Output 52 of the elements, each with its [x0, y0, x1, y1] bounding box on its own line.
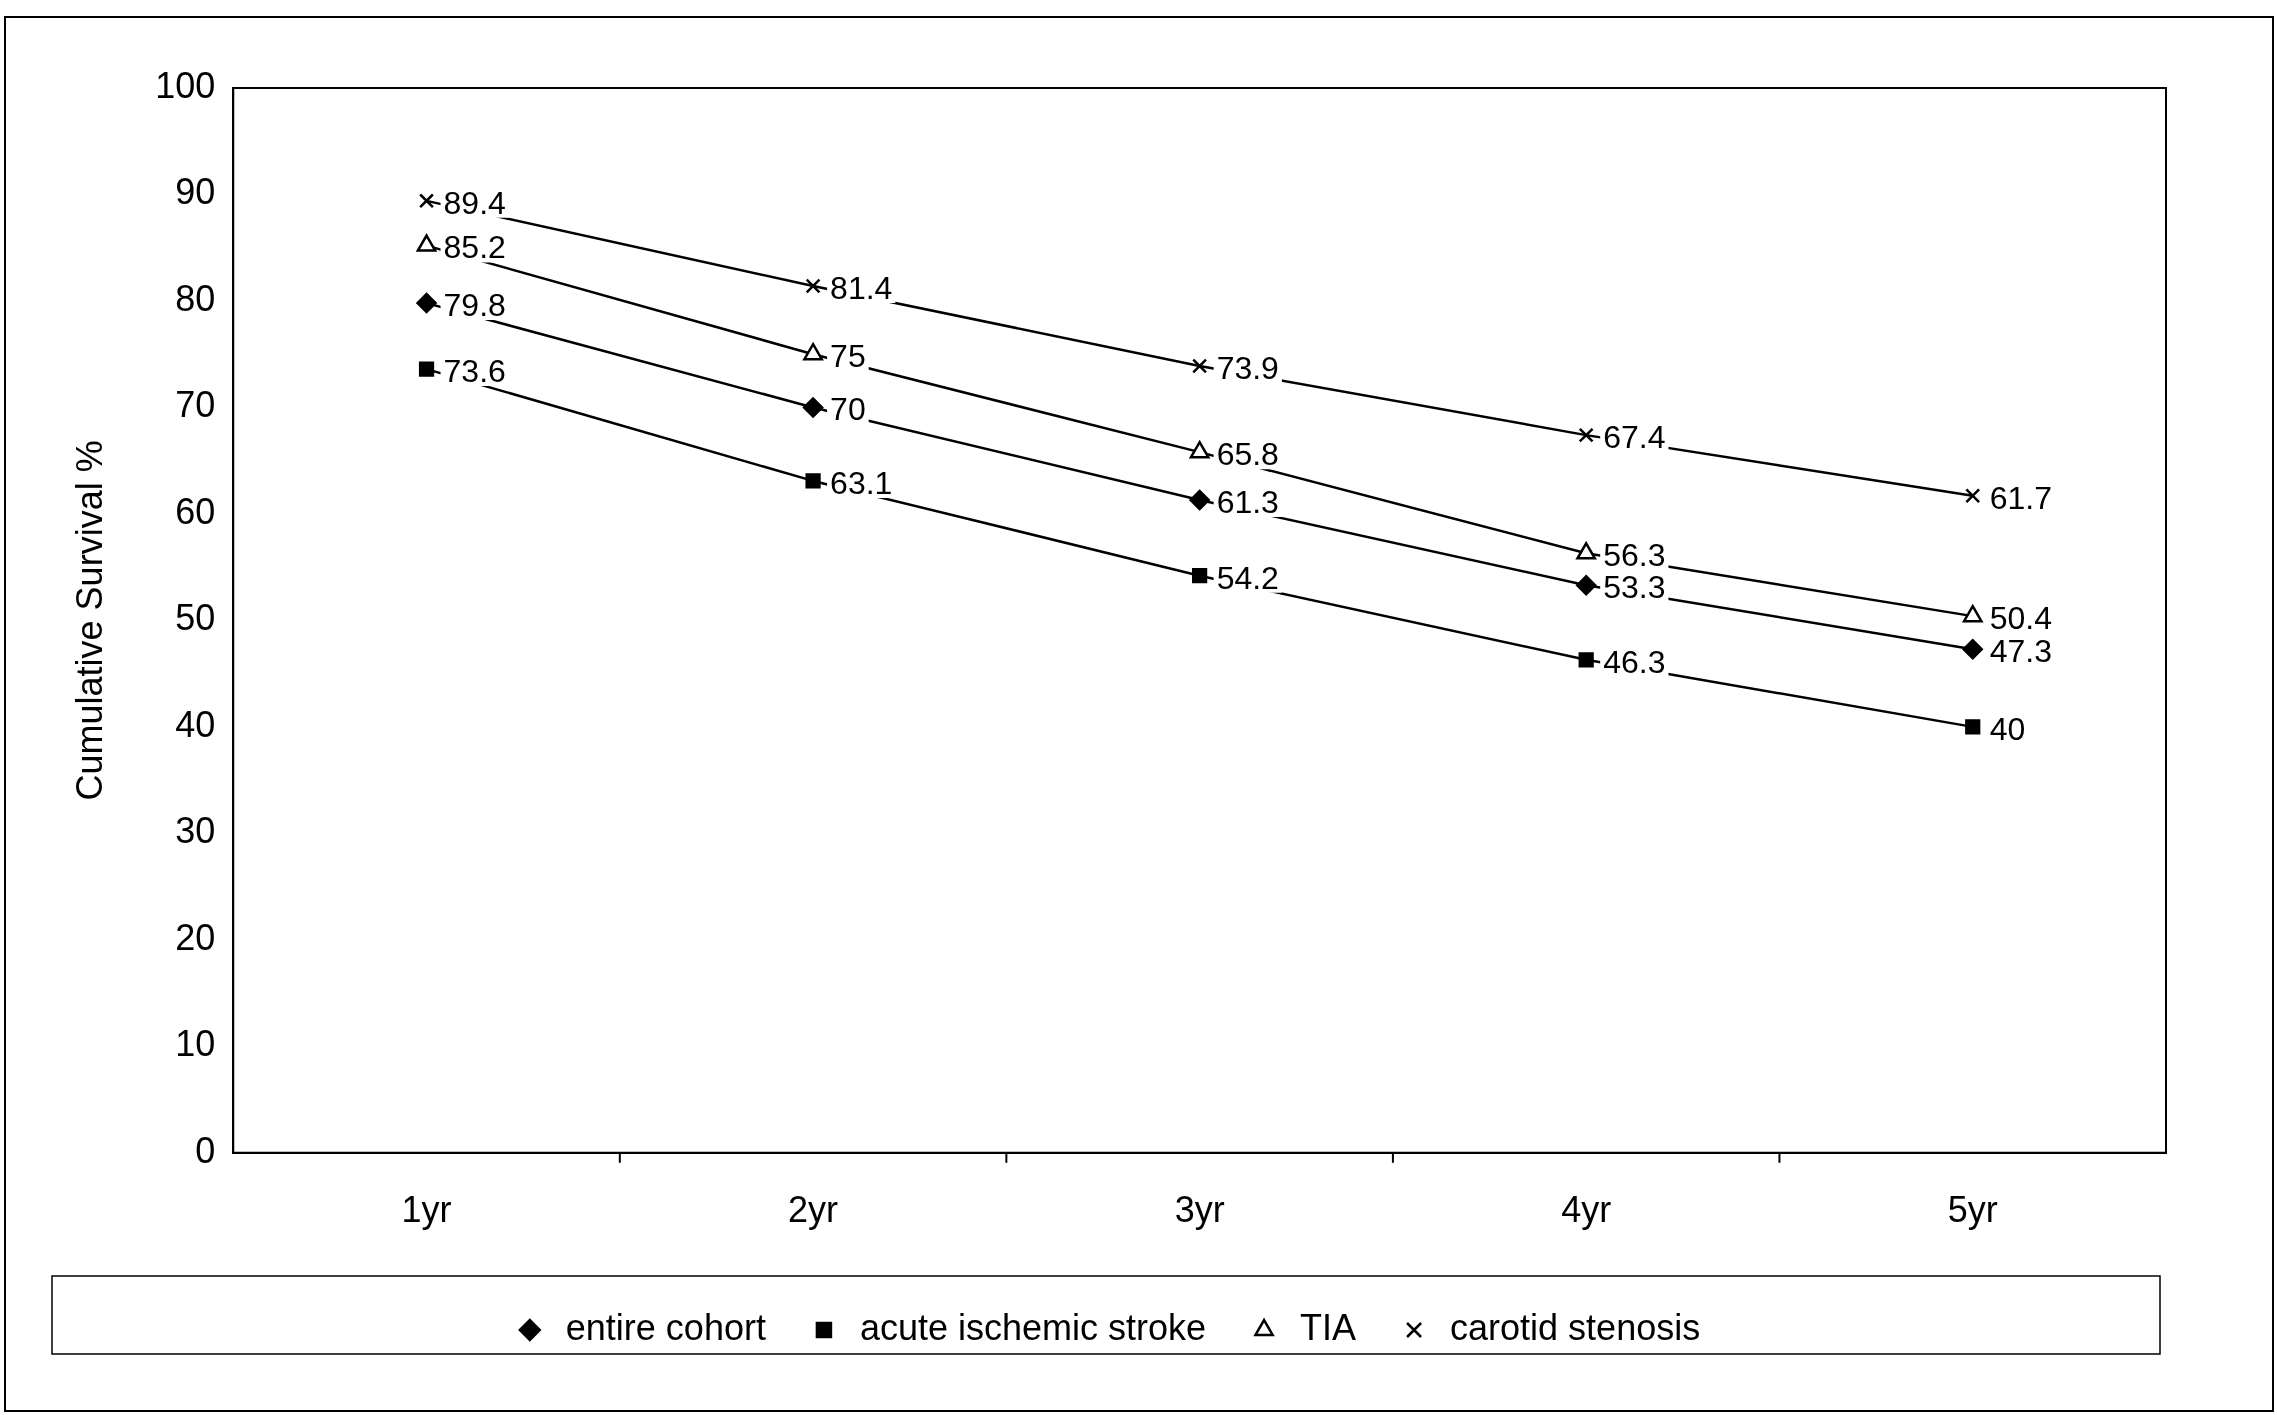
point [418, 361, 435, 377]
point [1578, 652, 1594, 668]
data-label: 73.9 [1216, 349, 1279, 386]
x-tick-label: 1yr [401, 1189, 452, 1231]
point [418, 193, 435, 209]
y-tick-label: 100 [155, 64, 216, 106]
data-label: 63.1 [830, 464, 893, 501]
point [1575, 575, 1597, 596]
data-label: 89.4 [443, 184, 506, 221]
point [416, 292, 437, 314]
x-tick-label: 4yr [1561, 1189, 1612, 1231]
y-tick-label: 10 [175, 1023, 216, 1065]
legend-label: acute ischemic stroke [859, 1306, 1207, 1348]
y-tick-label: 70 [175, 384, 216, 426]
point [805, 278, 821, 294]
data-label: 46.3 [1603, 643, 1666, 680]
legend-label: TIA [1300, 1306, 1357, 1348]
data-label: 73.6 [443, 352, 506, 389]
y-tick-label: 80 [175, 277, 216, 319]
y-tick-label: 50 [175, 597, 216, 639]
data-label: 54.2 [1216, 559, 1279, 596]
data-label: 65.8 [1216, 435, 1279, 472]
point [1189, 489, 1210, 511]
point [1965, 488, 1981, 504]
point [1192, 358, 1208, 374]
y-tick-label: 40 [175, 703, 216, 745]
y-tick-label: 0 [195, 1129, 216, 1171]
data-label: 75 [830, 338, 866, 375]
y-tick-label: 90 [175, 171, 216, 213]
y-tick-label: 20 [175, 916, 216, 958]
legend-label: entire cohort [565, 1306, 766, 1348]
x-tick-label: 5yr [1947, 1189, 1998, 1231]
data-label: 67.4 [1603, 418, 1666, 455]
data-label: 61.7 [1989, 479, 2053, 516]
point [1965, 719, 1981, 735]
y-tick-label: 60 [175, 490, 216, 532]
point [802, 397, 824, 418]
data-label: 70 [830, 391, 866, 428]
data-label: 61.3 [1216, 483, 1279, 520]
x-tick-label: 3yr [1174, 1189, 1225, 1231]
x-tick-label: 2yr [788, 1189, 839, 1231]
y-tick-label: 30 [175, 810, 216, 852]
data-label: 40 [1989, 710, 2026, 747]
point [805, 473, 821, 489]
data-label: 81.4 [830, 269, 893, 306]
y-axis-title: Cumulative Survival % [68, 440, 110, 801]
point [1578, 427, 1594, 443]
data-label: 85.2 [443, 229, 506, 266]
point [1192, 568, 1208, 584]
point [1962, 638, 1983, 660]
legend-label: carotid stenosis [1450, 1306, 1701, 1348]
data-label: 79.8 [443, 286, 506, 323]
